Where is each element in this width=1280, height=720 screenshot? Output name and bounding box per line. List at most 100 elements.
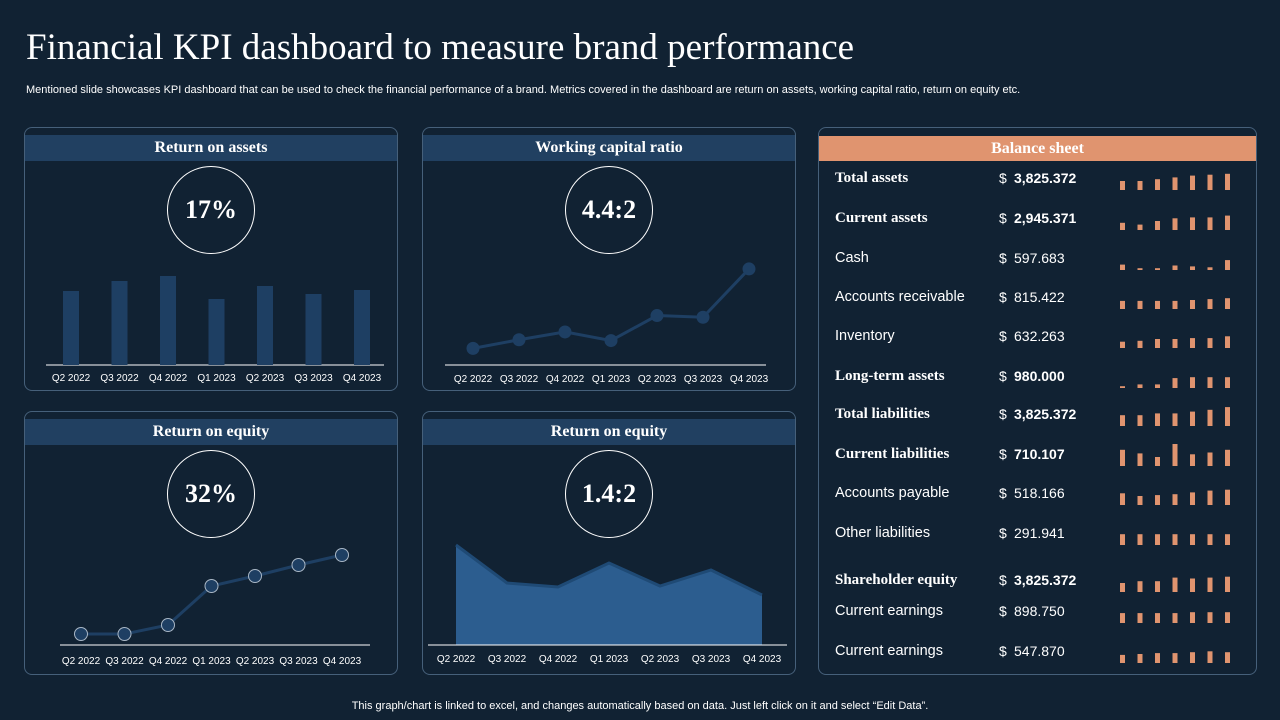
sparkline-bar [1190, 217, 1195, 230]
sparkline-bar [1207, 338, 1213, 348]
x-tick-label: Q1 2023 [192, 656, 231, 667]
x-tick-label: Q3 2023 [684, 374, 723, 385]
x-tick-label: Q3 2022 [100, 373, 139, 384]
bar [111, 281, 128, 365]
data-point [335, 548, 349, 562]
sparkline-bar [1207, 452, 1213, 466]
sparkline-bar [1137, 340, 1143, 348]
balance-sheet-sparkline [1120, 612, 1230, 623]
balance-sheet-title: Balance sheet [819, 136, 1256, 161]
sparkline-bar [1207, 651, 1213, 663]
sparkline-bar [1137, 613, 1143, 623]
balance-sheet-currency: $ [999, 289, 1007, 305]
sparkline-bar [1225, 612, 1230, 623]
sparkline-bar [1190, 534, 1195, 545]
sparkline-bar [1190, 578, 1195, 592]
x-tick-label: Q2 2022 [62, 656, 101, 667]
sparkline-bar [1225, 576, 1230, 592]
roe2-chart[interactable]: Q2 2022 Q3 2022 Q4 2022 Q1 2023 Q2 2023 Q3 20… [423, 412, 795, 674]
x-tick-label: Q1 2023 [590, 654, 629, 665]
balance-sheet-label: Cash [835, 250, 869, 266]
balance-sheet-row: Current assets $2,945.371 [819, 210, 1256, 232]
sparkline-bar [1155, 534, 1160, 545]
balance-sheet-label: Total liabilities [835, 406, 930, 422]
x-tick-label: Q3 2022 [500, 374, 539, 385]
sparkline-bar [1172, 444, 1178, 466]
balance-sheet-sparkline [1120, 651, 1230, 663]
sparkline-bar [1120, 654, 1125, 663]
balance-sheet-value: 547.870 [1014, 643, 1065, 659]
data-point [466, 341, 480, 355]
sparkline-bar [1120, 493, 1125, 505]
x-tick-label: Q3 2023 [294, 373, 333, 384]
x-tick-label: Q4 2022 [539, 654, 578, 665]
sparkline-bar [1172, 653, 1178, 663]
sparkline-bar [1155, 268, 1160, 270]
data-point [512, 333, 526, 347]
sparkline-bar [1120, 386, 1125, 388]
balance-sheet-label: Accounts receivable [835, 289, 965, 305]
balance-sheet-currency: $ [999, 250, 1007, 266]
sparkline-bar [1190, 175, 1195, 190]
data-point [161, 618, 175, 632]
roa-chart[interactable]: Q2 2022 Q3 2022 Q4 2022 Q1 2023 Q2 2023 Q3 20… [25, 128, 397, 390]
balance-sheet-sparkline [1120, 215, 1230, 230]
sparkline-bar [1120, 222, 1125, 230]
balance-sheet-currency: $ [999, 170, 1007, 186]
x-tick-label: Q3 2023 [279, 656, 318, 667]
sparkline-bar [1207, 409, 1213, 426]
balance-sheet-currency: $ [999, 603, 1007, 619]
roe-kpi: 32% [167, 450, 255, 538]
sparkline-bar [1225, 407, 1230, 426]
balance-sheet-sparkline [1120, 377, 1230, 388]
area-line [455, 543, 763, 597]
sparkline-bar [1190, 454, 1195, 466]
sparkline-bar [1190, 612, 1195, 623]
sparkline-bar [1172, 218, 1178, 230]
balance-sheet-sparkline [1120, 576, 1230, 592]
x-tick-label: Q2 2023 [246, 373, 285, 384]
balance-sheet-label: Shareholder equity [835, 572, 958, 588]
sparkline-bar [1207, 577, 1213, 592]
sparkline-bar [1172, 378, 1178, 388]
balance-sheet-label: Inventory [835, 328, 895, 344]
data-point [558, 325, 572, 339]
sparkline-bar [1155, 384, 1160, 388]
x-tick-label: Q2 2023 [236, 656, 275, 667]
balance-sheet-value: 3,825.372 [1014, 406, 1077, 422]
bar [354, 290, 370, 365]
balance-sheet-currency: $ [999, 643, 1007, 659]
balance-sheet-label: Current assets [835, 210, 928, 226]
sparkline-bar [1120, 583, 1125, 592]
roe2-kpi: 1.4:2 [565, 450, 653, 538]
sparkline-bar [1155, 495, 1160, 505]
roe-panel-title: Return on equity [25, 419, 397, 445]
sparkline-bar [1225, 534, 1230, 545]
balance-sheet-currency: $ [999, 446, 1007, 462]
balance-sheet-row: Long-term assets $980.000 [819, 368, 1256, 390]
balance-sheet-label: Other liabilities [835, 525, 931, 541]
balance-sheet-row: Total liabilities $3,825.372 [819, 406, 1256, 428]
sparkline-bar [1225, 377, 1230, 388]
footer-note: This graph/chart is linked to excel, and… [351, 700, 929, 712]
wcr-chart[interactable]: Q2 2022 Q3 2022 Q4 2022 Q1 2023 Q2 2023 Q3 20… [423, 128, 795, 390]
sparkline-bar [1190, 266, 1195, 270]
sparkline-bar [1120, 613, 1125, 623]
balance-sheet-row: Accounts payable $518.166 [819, 485, 1256, 507]
sparkline-bar [1190, 377, 1195, 388]
wcr-panel-title: Working capital ratio [423, 135, 795, 161]
x-tick-label: Q1 2023 [592, 374, 631, 385]
bar [160, 276, 176, 365]
roe-chart[interactable]: Q2 2022 Q3 2022 Q4 2022 Q1 2023 Q2 2023 Q3 20… [25, 412, 397, 674]
balance-sheet-sparkline [1120, 534, 1230, 545]
sparkline-bar [1207, 377, 1213, 388]
data-point [291, 558, 306, 572]
roe-panel: Return on equity 32% Q2 2022 Q3 2022 Q4 20… [24, 411, 398, 675]
sparkline-bar [1172, 339, 1178, 348]
data-point [650, 309, 664, 323]
balance-sheet-value: 898.750 [1014, 603, 1065, 619]
data-point [604, 334, 618, 348]
area-fill [456, 545, 762, 645]
sparkline-bar [1207, 299, 1213, 309]
bar [63, 291, 79, 365]
